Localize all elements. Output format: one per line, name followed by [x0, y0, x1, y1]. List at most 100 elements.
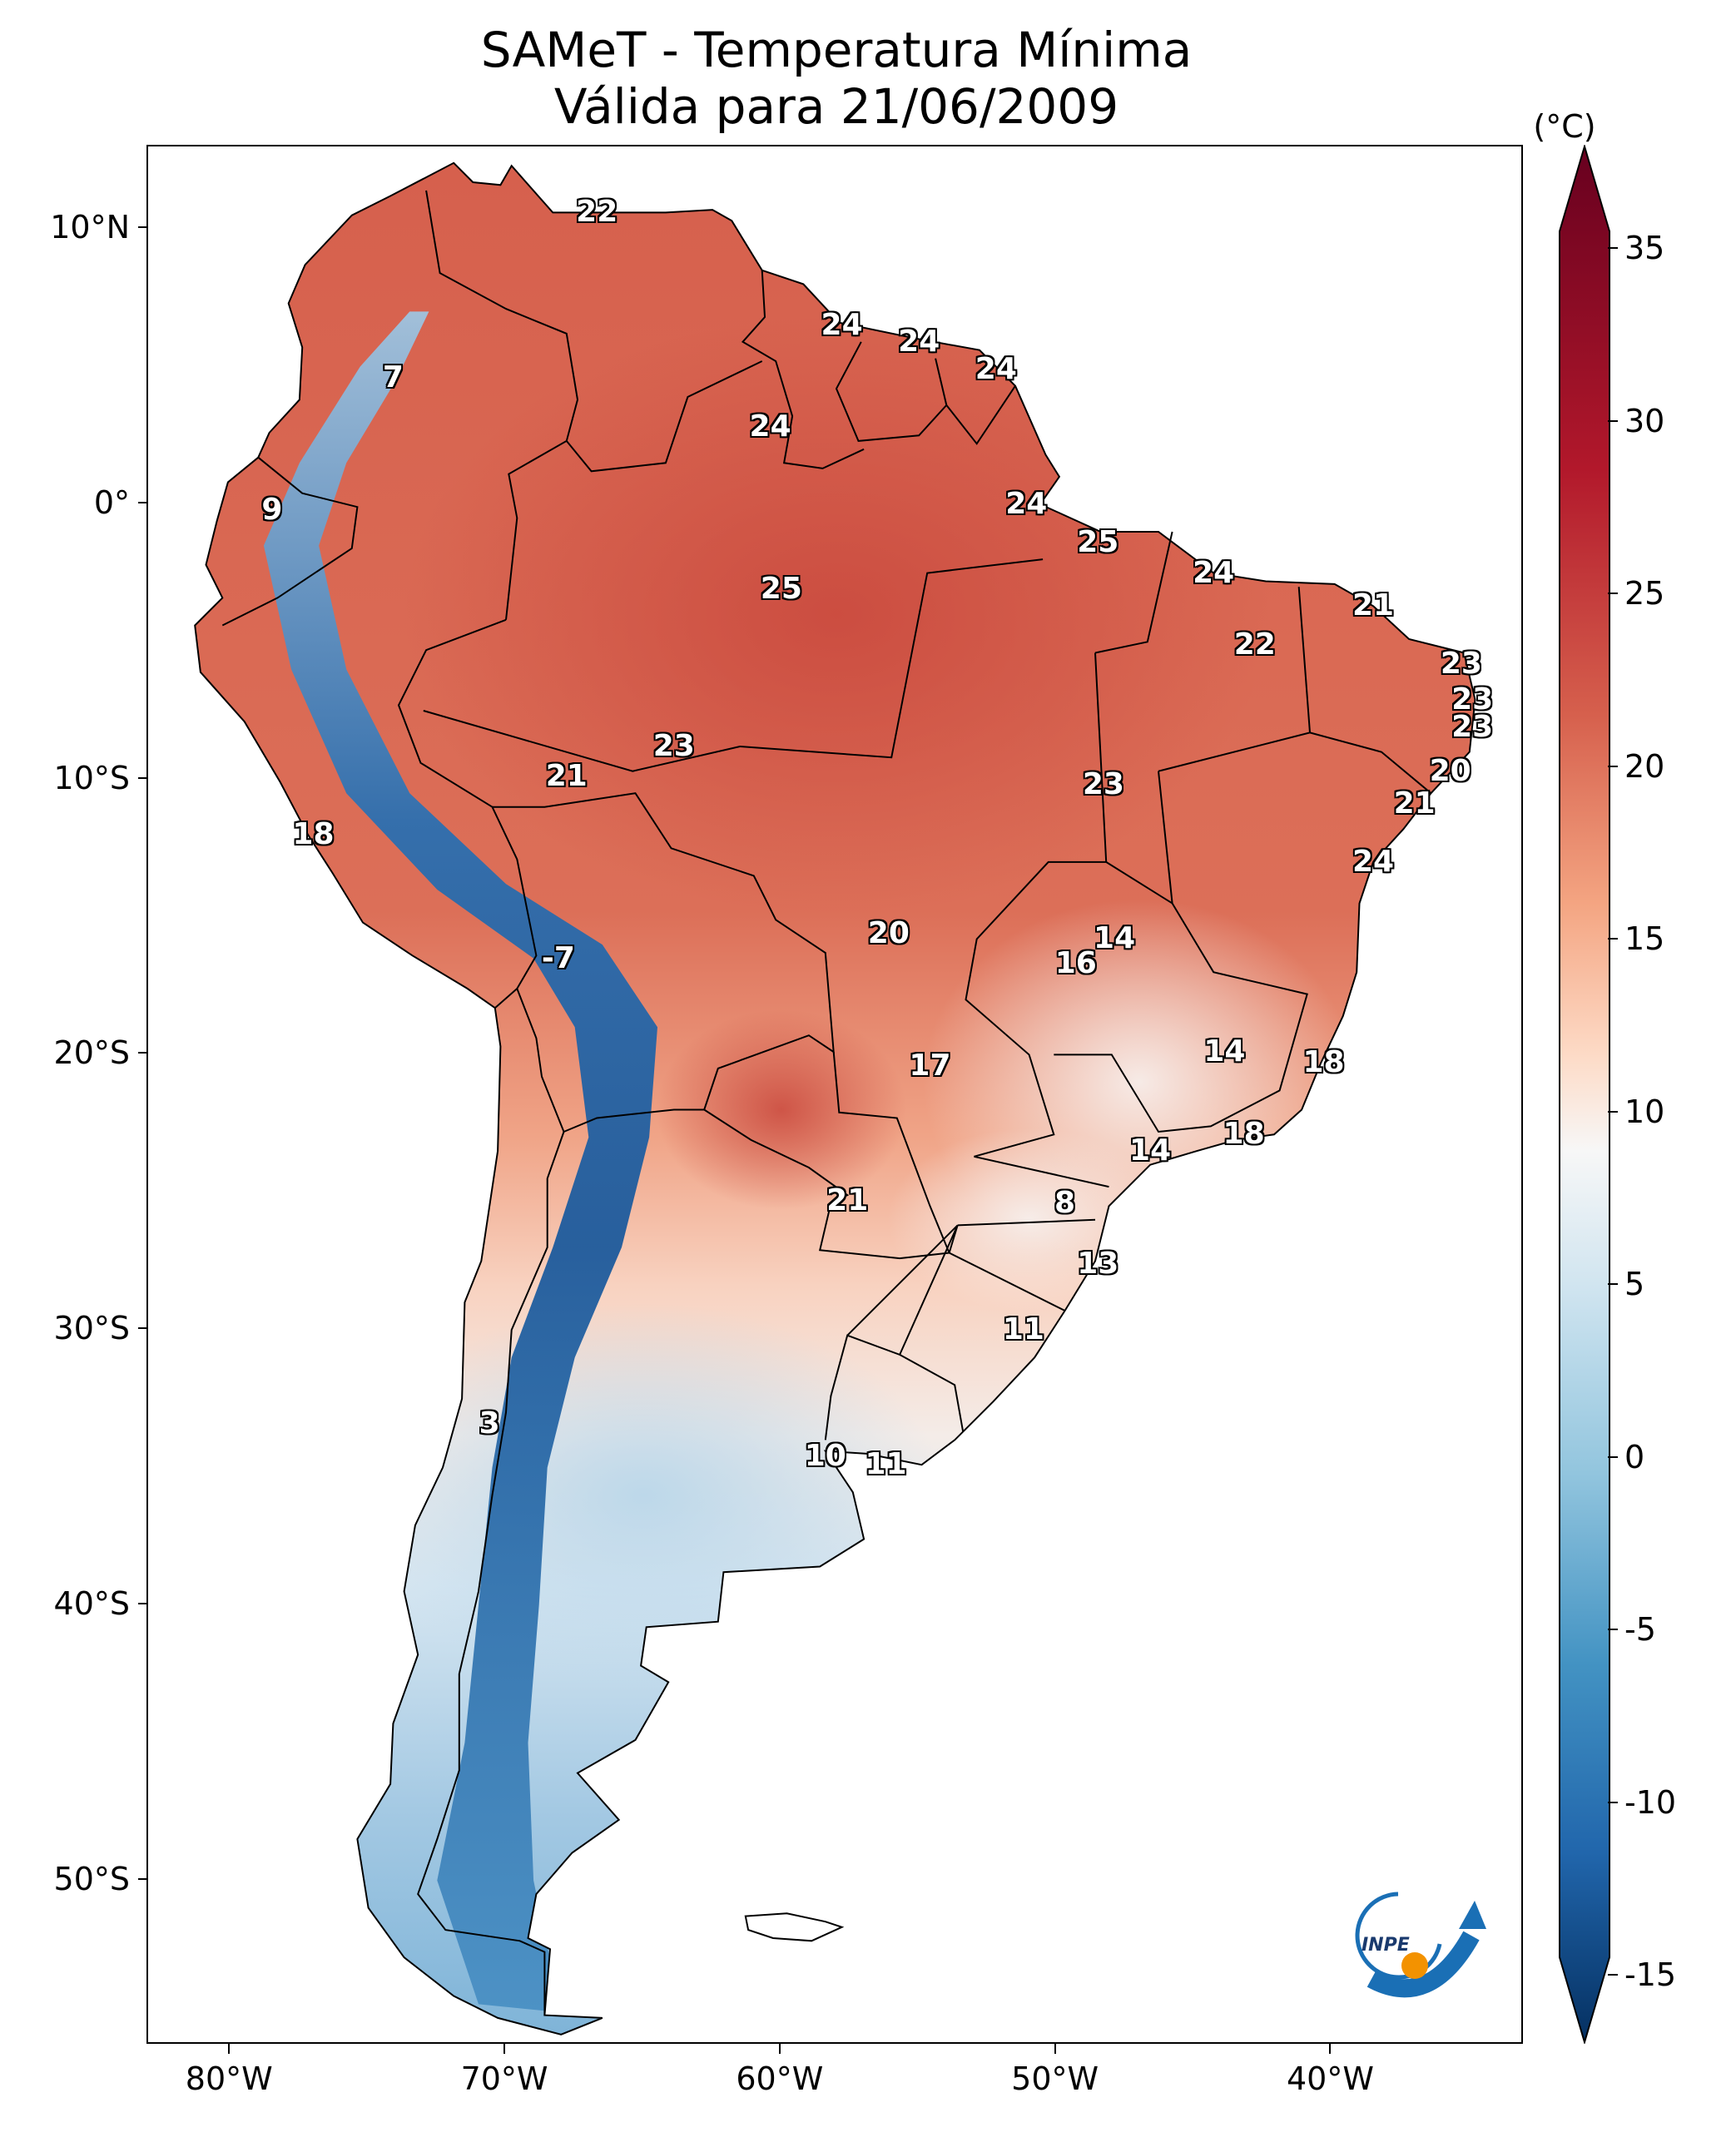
latitude-label: 30°S	[53, 1310, 130, 1347]
longitude-tick	[503, 2044, 506, 2054]
temperature-label: 21	[545, 759, 588, 794]
colorbar-tick-label: 15	[1624, 920, 1665, 958]
colorbar-tick	[1608, 247, 1618, 250]
border-line	[824, 1224, 959, 1440]
temperature-label: 21	[826, 1183, 869, 1217]
longitude-tick	[1054, 2044, 1056, 2054]
colorbar-tick	[1608, 1283, 1618, 1286]
colorbar-tick	[1608, 938, 1618, 940]
map-title: SAMeT - Temperatura Mínima	[480, 22, 1193, 78]
temperature-label: 23	[652, 728, 695, 763]
latitude-label: 10°S	[53, 759, 130, 796]
colorbar-tick-label: 25	[1624, 575, 1665, 612]
map-subtitle: Válida para 21/06/2009	[553, 78, 1119, 135]
coastline	[194, 161, 1476, 2035]
latitude-label: 0°	[93, 483, 130, 521]
longitude-label: 80°W	[185, 2060, 273, 2097]
temperature-label: 13	[1077, 1246, 1119, 1281]
border-line	[492, 792, 835, 1133]
colorbar-tick	[1608, 1629, 1618, 1631]
colorbar-tick	[1608, 419, 1618, 422]
svg-text:INPE: INPE	[1362, 1935, 1410, 1956]
longitude-label: 70°W	[460, 2060, 548, 2097]
temperature-label: 11	[1002, 1312, 1044, 1347]
temperature-label: 25	[1077, 525, 1119, 560]
temperature-label: 21	[1393, 786, 1436, 821]
temperature-label: 14	[1094, 921, 1136, 956]
border-line	[423, 558, 1044, 772]
temperature-label: 25	[760, 572, 802, 607]
temperature-label: 14	[1129, 1133, 1172, 1168]
temperature-label: 8	[1054, 1185, 1076, 1220]
border-line	[221, 456, 359, 627]
border-line	[965, 652, 1108, 1158]
colorbar-tick	[1608, 1801, 1618, 1803]
latitude-tick	[138, 501, 148, 503]
colorbar-tick-label: 35	[1624, 230, 1665, 267]
colorbar-unit: (°C)	[1533, 108, 1596, 145]
longitude-label: 50°W	[1011, 2060, 1099, 2097]
border-line	[899, 1354, 965, 1432]
temperature-label: 23	[1440, 646, 1482, 681]
longitude-label: 40°W	[1286, 2060, 1374, 2097]
colorbar-tick	[1608, 1110, 1618, 1113]
border-line	[945, 385, 1016, 445]
temperature-label: 10	[804, 1439, 846, 1474]
temperature-label: 20	[1429, 753, 1471, 788]
border-line	[566, 360, 763, 473]
colorbar-tick-label: 10	[1624, 1093, 1665, 1130]
colorbar-tick-label: 5	[1624, 1266, 1645, 1303]
andes-cold-band	[263, 311, 657, 2013]
colorbar-tick-label: -10	[1624, 1783, 1677, 1821]
border-line	[1054, 902, 1308, 1133]
latitude-label: 20°S	[53, 1034, 130, 1072]
temperature-label: 3	[479, 1406, 500, 1440]
latitude-label: 50°S	[53, 1860, 130, 1897]
colorbar-tick	[1608, 593, 1618, 595]
latitude-label: 10°N	[50, 209, 130, 246]
temperature-label: 22	[1233, 627, 1276, 662]
warm-amazon-area	[404, 315, 1269, 915]
temperature-label: 23	[1082, 767, 1124, 802]
temperature-label: 21	[1352, 588, 1395, 623]
border-line	[957, 1218, 1096, 1227]
longitude-tick	[1329, 2044, 1332, 2054]
temperature-label: 23	[1451, 682, 1494, 717]
border-line	[1309, 731, 1432, 794]
colorbar-tick-label: 20	[1624, 747, 1665, 785]
temperature-label: 18	[1302, 1045, 1345, 1080]
colorbar-tick-label: -5	[1624, 1611, 1656, 1649]
temperature-label: 18	[292, 816, 335, 851]
colorbar-tick-label: 0	[1624, 1438, 1645, 1475]
falkland-islands	[744, 1912, 845, 1942]
temperature-label: 9	[261, 492, 283, 527]
cool-south-brazil-area	[887, 1128, 1171, 1312]
map-panel: 22 24 24 24 7 24 9 24 25 25 24 21 22 23 23 23 23 21 20 23 21…	[146, 145, 1523, 2044]
longitude-tick	[778, 2044, 781, 2054]
temperature-label: 16	[1054, 946, 1097, 981]
border-line	[703, 1052, 951, 1260]
temperature-label: 24	[749, 409, 791, 444]
longitude-tick	[228, 2044, 231, 2054]
temperature-label: 7	[382, 359, 404, 394]
border-line	[974, 1155, 1109, 1188]
warm-chaco-area	[656, 1009, 906, 1210]
latitude-tick	[138, 1877, 148, 1880]
temperature-label: 18	[1223, 1117, 1265, 1152]
temperature-label: 17	[909, 1048, 951, 1083]
latitude-tick	[138, 1327, 148, 1330]
temperature-label: 23	[1451, 709, 1494, 744]
border-line	[425, 190, 579, 620]
temperature-label: 24	[821, 307, 863, 342]
border-line	[835, 341, 948, 442]
temperature-label: 24	[1193, 555, 1235, 590]
temperature-label: 24	[1352, 844, 1395, 879]
colorbar-tick	[1608, 1455, 1618, 1458]
border-line	[741, 270, 865, 469]
temperature-label: 22	[576, 195, 618, 230]
latitude-tick	[138, 776, 148, 779]
border-line	[949, 1252, 1066, 1312]
latitude-tick	[138, 1052, 148, 1054]
temperature-map	[194, 161, 1476, 2035]
temperature-label: 24	[1005, 486, 1048, 521]
